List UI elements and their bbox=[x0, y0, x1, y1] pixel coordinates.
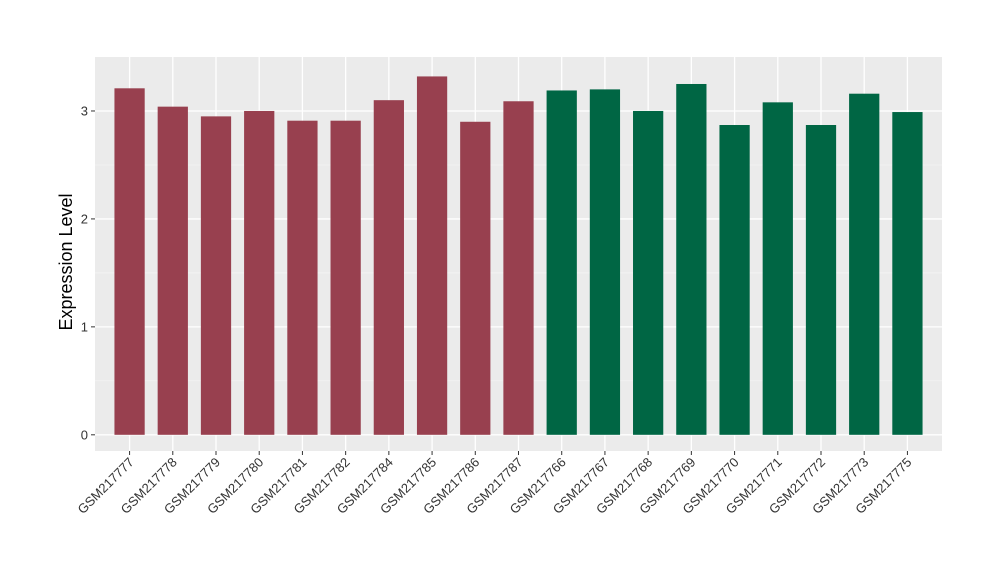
y-tick-label: 2 bbox=[81, 211, 88, 226]
y-tick-label: 1 bbox=[81, 319, 88, 334]
bar-GSM217772 bbox=[805, 125, 837, 435]
bar-GSM217780 bbox=[244, 110, 275, 435]
bar-GSM217779 bbox=[200, 116, 232, 435]
bar-GSM217787 bbox=[503, 101, 534, 435]
bar-GSM217766 bbox=[546, 90, 577, 435]
y-tick-label: 0 bbox=[81, 427, 88, 442]
y-axis-title: Expression Level bbox=[56, 193, 76, 330]
bar-GSM217770 bbox=[719, 125, 750, 435]
y-axis: 0 1 2 3 bbox=[81, 103, 95, 442]
bar-GSM217778 bbox=[157, 106, 188, 435]
bar-GSM217773 bbox=[849, 93, 880, 435]
bar-GSM217786 bbox=[460, 121, 491, 435]
y-tick-label: 3 bbox=[81, 103, 88, 118]
x-axis: GSM217777GSM217778GSM217779GSM217780GSM2… bbox=[74, 451, 915, 517]
bar-GSM217785 bbox=[416, 76, 448, 435]
bar-GSM217781 bbox=[287, 120, 318, 435]
bar-GSM217771 bbox=[762, 102, 793, 435]
bar-GSM217784 bbox=[373, 100, 404, 435]
bar-GSM217768 bbox=[633, 110, 664, 435]
bar-GSM217767 bbox=[589, 89, 621, 435]
bar-GSM217769 bbox=[676, 83, 707, 435]
bar-GSM217775 bbox=[892, 112, 923, 435]
bar-GSM217782 bbox=[330, 120, 361, 435]
bars bbox=[114, 76, 923, 435]
bar-GSM217777 bbox=[114, 88, 145, 435]
